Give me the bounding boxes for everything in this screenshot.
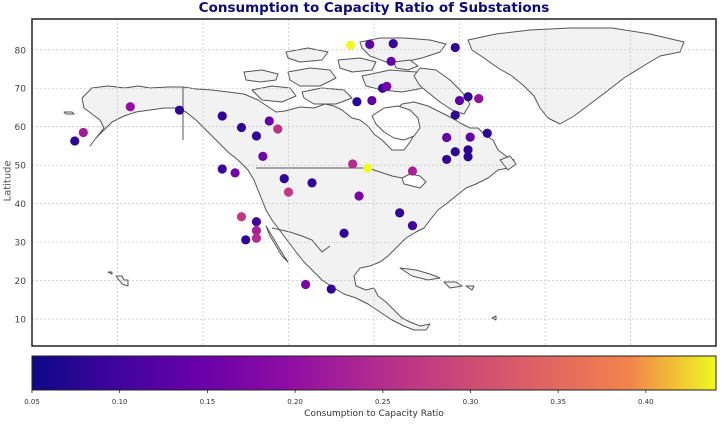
substation-point [345, 40, 356, 50]
colorbar-tick-label: 0.35 [550, 398, 566, 406]
substation-point [217, 111, 227, 121]
substation-point [362, 163, 373, 173]
substation-point [407, 220, 418, 231]
substation-point [482, 128, 492, 138]
baja-california [265, 225, 289, 263]
substation-point [474, 94, 484, 104]
substation-point [339, 228, 349, 238]
arctic-island-7 [285, 47, 329, 63]
substation-point [442, 132, 452, 143]
newfoundland [499, 155, 517, 171]
substation-point [174, 105, 185, 115]
cuba [399, 267, 441, 281]
y-tick-label: 60 [15, 123, 27, 133]
ellesmere-island [359, 37, 447, 63]
substation-point [354, 191, 364, 201]
substation-point [273, 124, 283, 134]
colorbar-ticks: 0.05 0.10 0.15 0.20 0.25 0.30 0.35 0.40 [24, 390, 654, 406]
aleutian-islands [63, 111, 129, 287]
colorbar-tick-label: 0.25 [375, 398, 391, 406]
y-tick-label: 50 [15, 162, 27, 172]
substation-point [251, 225, 262, 236]
puerto-rico [465, 285, 475, 291]
us-mexico-border [271, 227, 331, 253]
colorbar-label: Consumption to Capacity Ratio [304, 409, 444, 419]
colorbar-tick-label: 0.05 [24, 398, 40, 406]
substation-point [251, 233, 262, 243]
substation-point [326, 284, 336, 294]
colorbar-tick-label: 0.40 [638, 398, 654, 406]
substation-point [450, 110, 460, 120]
substation-point [395, 208, 405, 218]
substation-point [465, 132, 475, 142]
y-tick-label: 70 [15, 85, 27, 95]
substation-point [388, 39, 398, 49]
substation-point [236, 212, 247, 222]
hudson-bay [371, 105, 421, 141]
substation-point [463, 92, 473, 102]
substation-point [463, 145, 473, 155]
substation-point [125, 102, 135, 112]
substation-point [442, 154, 452, 165]
data-points [70, 39, 492, 294]
substation-point [258, 151, 268, 161]
substation-point [283, 187, 294, 197]
substation-point [279, 174, 289, 184]
colorbar-tick-label: 0.30 [463, 398, 479, 406]
us-canada-border [256, 167, 403, 179]
substation-point [386, 56, 396, 66]
substation-point [352, 97, 362, 107]
colorbar-tick-label: 0.15 [200, 398, 216, 406]
arctic-island-5 [337, 57, 377, 73]
y-tick-label: 30 [15, 239, 27, 249]
substation-point [70, 136, 80, 146]
substation-point [251, 217, 262, 227]
substation-point [365, 39, 375, 49]
substation-point [217, 164, 227, 174]
substation-point [407, 166, 418, 176]
substation-point [367, 95, 377, 106]
y-tick-label: 40 [15, 200, 27, 210]
colorbar-tick-label: 0.10 [112, 398, 128, 406]
substation-point [450, 42, 460, 53]
substation-point [348, 159, 358, 169]
substation-point [264, 116, 274, 126]
arctic-island-3 [251, 85, 297, 103]
plot-frame [31, 18, 717, 347]
substation-point [454, 95, 465, 106]
substation-point [236, 122, 247, 133]
substation-point [307, 178, 317, 188]
greenland [467, 27, 685, 125]
substation-point [301, 279, 311, 290]
hispaniola [443, 281, 463, 289]
chart-title: Consumption to Capacity Ratio of Substat… [198, 0, 550, 16]
y-tick-label: 80 [15, 46, 27, 56]
substation-point [450, 147, 460, 157]
arctic-island-2 [287, 67, 337, 87]
y-tick-label: 10 [15, 316, 27, 326]
country-borders [182, 87, 403, 253]
y-tick-label: 20 [15, 277, 27, 287]
substation-point [382, 81, 392, 91]
substation-point [78, 127, 88, 138]
colorbar-tick-label: 0.20 [287, 398, 303, 406]
north-america-mainland [81, 85, 515, 331]
land-masses [63, 27, 685, 331]
substation-point [230, 168, 240, 178]
grid-lines [32, 19, 716, 346]
substation-point [251, 131, 262, 141]
colorbar [31, 355, 717, 391]
y-axis-ticks: 10 20 30 40 50 60 70 80 [15, 46, 27, 325]
arctic-island-1 [243, 69, 279, 83]
substation-point [241, 235, 251, 245]
arctic-island-8 [393, 59, 419, 71]
substation-point [463, 152, 473, 162]
